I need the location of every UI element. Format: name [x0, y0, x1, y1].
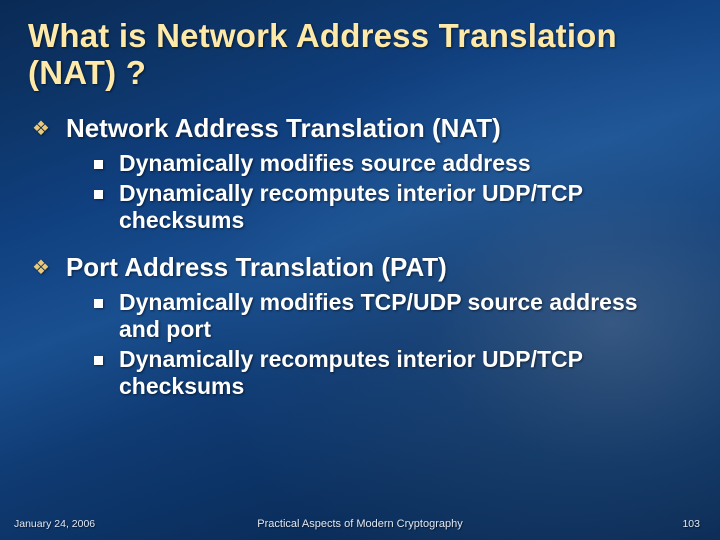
bullet-nat: ❖ Network Address Translation (NAT)	[30, 114, 692, 144]
bullet-pat-sublist: Dynamically modifies TCP/UDP source addr…	[30, 289, 692, 401]
bullet-nat-text: Network Address Translation (NAT)	[66, 114, 501, 144]
list-item-text: Dynamically modifies TCP/UDP source addr…	[119, 289, 679, 344]
list-item-text: Dynamically recomputes interior UDP/TCP …	[119, 180, 679, 235]
list-item: Dynamically modifies source address	[94, 150, 692, 178]
list-item: Dynamically modifies TCP/UDP source addr…	[94, 289, 692, 344]
square-bullet-icon	[94, 190, 103, 199]
bullet-pat: ❖ Port Address Translation (PAT)	[30, 253, 692, 283]
bullet-pat-text: Port Address Translation (PAT)	[66, 253, 447, 283]
list-item: Dynamically recomputes interior UDP/TCP …	[94, 180, 692, 235]
footer-date: January 24, 2006	[14, 518, 95, 530]
slide-content: ❖ Network Address Translation (NAT) Dyna…	[28, 114, 692, 401]
diamond-bullet-icon: ❖	[32, 114, 50, 144]
footer-title: Practical Aspects of Modern Cryptography	[0, 518, 720, 530]
square-bullet-icon	[94, 299, 103, 308]
list-item-text: Dynamically recomputes interior UDP/TCP …	[119, 346, 679, 401]
footer-page-number: 103	[682, 518, 700, 530]
slide-footer: January 24, 2006 Practical Aspects of Mo…	[0, 518, 720, 530]
list-item: Dynamically recomputes interior UDP/TCP …	[94, 346, 692, 401]
list-item-text: Dynamically modifies source address	[119, 150, 531, 178]
slide-title: What is Network Address Translation (NAT…	[28, 18, 692, 92]
bullet-nat-sublist: Dynamically modifies source address Dyna…	[30, 150, 692, 235]
square-bullet-icon	[94, 356, 103, 365]
square-bullet-icon	[94, 160, 103, 169]
slide: What is Network Address Translation (NAT…	[0, 0, 720, 540]
diamond-bullet-icon: ❖	[32, 253, 50, 283]
